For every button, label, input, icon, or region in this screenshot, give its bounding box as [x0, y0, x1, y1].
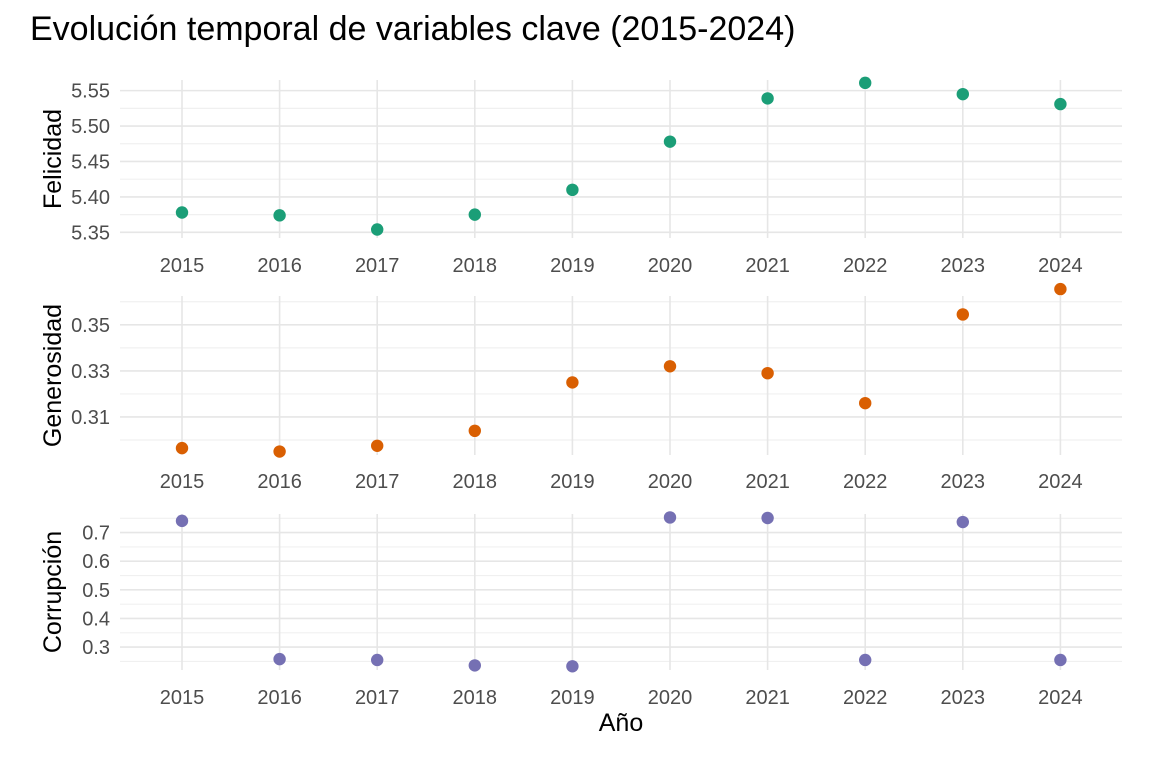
data-point: [371, 653, 384, 667]
x-tick-label: 2018: [453, 255, 498, 277]
x-tick-label: 2020: [648, 471, 693, 493]
x-tick-label: 2016: [257, 687, 302, 709]
data-point: [273, 209, 286, 222]
y-axis-title: Corrupción: [39, 531, 67, 653]
data-point: [468, 208, 481, 221]
x-tick-label: 2022: [843, 255, 888, 277]
y-axis-title: Felicidad: [39, 109, 67, 209]
data-point: [566, 660, 579, 673]
x-tick-label: 2019: [550, 687, 595, 709]
panel-corrupcion: 0.3 0.4 0.5 0.6 0.7 2015 2016 2017 2018 2019 2020 2…: [39, 511, 1122, 709]
x-tick-label: 2019: [550, 255, 595, 277]
data-point: [371, 223, 384, 236]
x-tick-label: 2024: [1038, 255, 1083, 277]
chart-title: Evolución temporal de variables clave (2…: [30, 10, 796, 48]
data-point: [1054, 97, 1067, 111]
y-tick-label: 5.55: [71, 81, 110, 103]
y-tick-label: 0.6: [82, 551, 110, 573]
x-tick-label: 2023: [941, 471, 986, 493]
data-point: [956, 515, 969, 529]
data-point: [956, 308, 969, 321]
y-tick-label: 5.35: [71, 222, 110, 244]
data-point: [956, 87, 969, 101]
y-tick-label: 0.5: [82, 580, 110, 602]
data-point: [468, 659, 481, 672]
panel-generosidad: 0.31 0.33 0.35 2015 2016 2017 2018 2019 2020 2021…: [39, 282, 1122, 493]
y-tick-label: 5.50: [71, 116, 110, 138]
y-tick-label: 5.40: [71, 187, 110, 209]
data-point: [566, 183, 579, 197]
data-point: [663, 135, 677, 148]
data-point: [371, 439, 384, 452]
x-tick-label: 2017: [355, 471, 400, 493]
data-point: [273, 445, 286, 458]
y-tick-label: 0.3: [82, 637, 110, 659]
y-axis-title: Generosidad: [39, 304, 67, 447]
y-tick-label: 0.4: [82, 608, 110, 630]
x-tick-label: 2015: [160, 471, 205, 493]
data-point: [859, 76, 872, 90]
x-tick-label: 2019: [550, 471, 595, 493]
x-tick-label: 2021: [745, 471, 790, 493]
x-axis-title: Año: [599, 709, 643, 737]
x-tick-label: 2024: [1038, 687, 1083, 709]
x-tick-label: 2021: [745, 687, 790, 709]
x-tick-label: 2016: [257, 255, 302, 277]
x-tick-label: 2022: [843, 471, 888, 493]
x-tick-label: 2020: [648, 687, 693, 709]
data-point: [566, 376, 579, 389]
data-point: [761, 511, 774, 525]
data-point: [1054, 282, 1067, 296]
data-point: [859, 396, 872, 410]
y-tick-label: 5.45: [71, 151, 110, 173]
y-tick-label: 0.31: [71, 407, 110, 429]
panel-felicidad: 5.35 5.40 5.45 5.50 5.55 2015 2016 2017 2018 2019…: [39, 76, 1122, 277]
y-tick-label: 0.7: [82, 523, 110, 545]
x-tick-label: 2015: [160, 687, 205, 709]
x-tick-label: 2020: [648, 255, 693, 277]
x-tick-label: 2016: [257, 471, 302, 493]
data-point: [761, 366, 774, 380]
x-tick-label: 2018: [453, 687, 498, 709]
x-tick-label: 2017: [355, 687, 400, 709]
y-tick-label: 0.35: [71, 315, 110, 337]
data-point: [663, 511, 677, 524]
y-tick-label: 0.33: [71, 361, 110, 383]
data-point: [175, 206, 189, 219]
x-tick-label: 2023: [941, 255, 986, 277]
data-point: [175, 441, 189, 455]
x-tick-label: 2024: [1038, 471, 1083, 493]
data-point: [663, 360, 677, 373]
data-point: [1054, 653, 1067, 667]
x-tick-label: 2015: [160, 255, 205, 277]
data-point: [859, 653, 872, 667]
data-point: [761, 92, 774, 105]
x-tick-label: 2017: [355, 255, 400, 277]
data-point: [175, 514, 189, 528]
x-tick-label: 2018: [453, 471, 498, 493]
x-tick-label: 2022: [843, 687, 888, 709]
data-point: [273, 652, 286, 666]
x-tick-label: 2023: [941, 687, 986, 709]
x-tick-label: 2021: [745, 255, 790, 277]
data-point: [468, 424, 481, 438]
